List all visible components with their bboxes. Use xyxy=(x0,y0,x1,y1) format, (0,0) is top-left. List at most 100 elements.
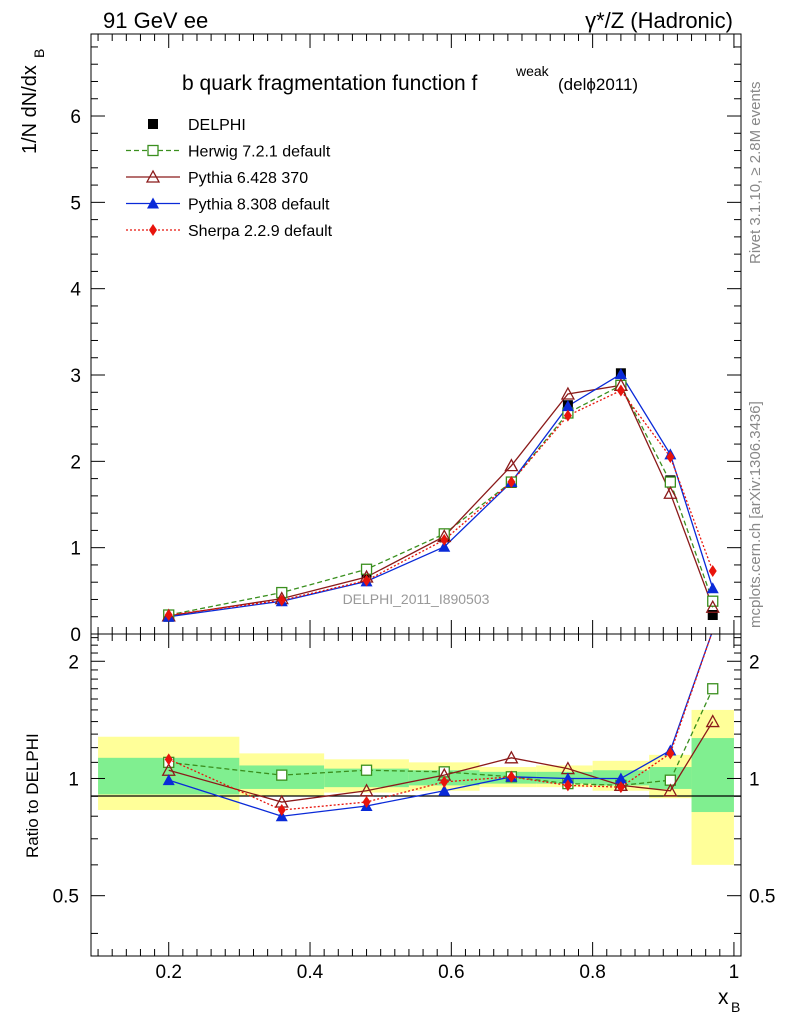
ratio-point-pythia8 xyxy=(438,784,451,796)
point-sherpa xyxy=(708,564,717,577)
ratio-point-herwig xyxy=(707,683,719,695)
point-sherpa xyxy=(277,594,286,607)
point-pythia8 xyxy=(614,368,627,380)
legend-label: Pythia 6.428 370 xyxy=(188,170,308,187)
legend-marker xyxy=(148,119,158,129)
legend-marker xyxy=(149,224,157,236)
legend-label: Herwig 7.2.1 default xyxy=(188,144,331,161)
ratio-tick-label-right: 1 xyxy=(749,769,760,790)
y-tick-label: 1 xyxy=(70,539,81,560)
legend-label: Sherpa 2.2.9 default xyxy=(188,223,333,240)
point-sherpa xyxy=(440,533,449,546)
legend-item-pythia6: Pythia 6.428 370 xyxy=(126,169,308,187)
x-axis-title-subscript: B xyxy=(731,999,740,1015)
ratio-panel-frame xyxy=(90,633,742,957)
point-pythia6 xyxy=(504,458,519,472)
rivet-label: Rivet 3.1.10, ≥ 2.8M events xyxy=(747,82,764,265)
point-herwig xyxy=(664,476,676,488)
point-sherpa xyxy=(164,609,173,622)
point-sherpa xyxy=(563,409,572,422)
x-axis-title-text: x xyxy=(718,986,729,1009)
x-tick-labels: 0.2 0.4 0.6 0.8 1 xyxy=(156,962,740,983)
y-axis-title-top: 1/N dN/dx B xyxy=(19,49,47,154)
ratio-panel: 0.5 0.5 1 1 2 2 xyxy=(53,633,775,957)
ratio-point-sherpa xyxy=(362,796,371,809)
legend-item-delphi: DELPHI xyxy=(148,117,246,134)
point-sherpa xyxy=(362,574,371,587)
y-tick-label: 3 xyxy=(70,366,81,387)
watermark: DELPHI_2011_I890503 xyxy=(343,591,490,607)
y-axis-title-bottom: Ratio to DELPHI xyxy=(23,733,42,858)
mcplots-label: mcplots.cern.ch [arXiv:1306.3436] xyxy=(747,401,764,628)
main-axis-ticks: 0 1 2 3 4 5 6 xyxy=(70,34,741,646)
y-tick-label: 2 xyxy=(70,452,81,473)
ratio-point-sherpa xyxy=(563,779,572,792)
point-delphi xyxy=(707,610,718,621)
ratio-point-sherpa xyxy=(616,781,625,794)
ratio-point-sherpa xyxy=(440,775,449,788)
x-tick-label: 0.2 xyxy=(156,962,182,983)
point-sherpa xyxy=(507,476,516,489)
legend-item-herwig: Herwig 7.2.1 default xyxy=(126,144,331,161)
header-left: 91 GeV ee xyxy=(103,8,208,33)
title-main: b quark fragmentation function f xyxy=(182,72,478,95)
header-right: γ*/Z (Hadronic) xyxy=(585,8,733,33)
legend-marker xyxy=(145,169,161,183)
legend-marker xyxy=(147,144,159,157)
series-line-herwig xyxy=(168,384,714,616)
ratio-tick-label-right: 2 xyxy=(749,652,760,673)
point-herwig xyxy=(360,563,373,575)
ratio-series xyxy=(161,634,720,822)
ratio-point-sherpa xyxy=(666,747,675,760)
y-tick-label: 5 xyxy=(70,193,81,214)
ratio-point-pythia6 xyxy=(504,750,519,764)
ratio-tick-label: 1 xyxy=(68,769,79,790)
title-superscript: weak xyxy=(515,63,550,79)
legend-item-sherpa: Sherpa 2.2.9 default xyxy=(126,223,333,240)
y-tick-label: 6 xyxy=(70,107,81,128)
point-pythia8 xyxy=(561,400,574,412)
ratio-point-sherpa xyxy=(507,770,516,783)
y-axis-title-subscript: B xyxy=(31,49,47,58)
ratio-point-pythia6 xyxy=(359,783,374,797)
legend-label: Pythia 8.308 default xyxy=(188,197,330,214)
ratio-point-pythia8 xyxy=(162,774,175,786)
x-tick-label: 0.4 xyxy=(297,962,324,983)
band-inner-bin xyxy=(691,738,734,813)
ratio-point-pythia8 xyxy=(561,772,574,784)
ratio-series-clipped xyxy=(161,634,720,822)
x-tick-label: 0.6 xyxy=(438,962,464,983)
x-tick-label: 1 xyxy=(729,962,740,983)
ratio-point-pythia8 xyxy=(614,772,627,784)
x-axis-title: x B xyxy=(718,986,740,1015)
band-inner-bin xyxy=(324,768,409,788)
point-pythia6 xyxy=(560,386,575,400)
ratio-point-herwig xyxy=(360,764,373,776)
y-tick-label: 0 xyxy=(70,625,81,646)
point-sherpa xyxy=(666,451,675,464)
ratio-point-sherpa xyxy=(277,803,286,816)
main-panel: DELPHI_2011_I890503 0 1 2 3 4 5 6 xyxy=(70,33,742,646)
point-pythia6 xyxy=(705,599,720,613)
point-pythia8 xyxy=(706,582,719,594)
plot-title: b quark fragmentation function f weak (d… xyxy=(182,63,638,95)
legend-label: DELPHI xyxy=(188,117,246,134)
point-pythia6 xyxy=(663,485,678,499)
y-axis-title-text: 1/N dN/dx xyxy=(19,65,41,154)
point-pythia8 xyxy=(438,540,451,552)
legend: DELPHI Herwig 7.2.1 default Pythia 6.428 3… xyxy=(126,117,333,240)
ratio-tick-label-right: 0.5 xyxy=(749,887,775,908)
legend-marker xyxy=(147,197,159,209)
y-tick-label: 4 xyxy=(70,280,81,301)
series-line-pythia6 xyxy=(168,384,714,617)
ratio-point-herwig xyxy=(276,769,288,781)
ratio-point-sherpa xyxy=(164,753,173,766)
ratio-line-pythia6 xyxy=(168,721,714,803)
x-tick-label: 0.8 xyxy=(579,962,605,983)
ratio-point-pythia6 xyxy=(663,783,678,797)
ratio-point-pythia6 xyxy=(705,714,720,728)
point-sherpa xyxy=(616,384,625,397)
main-series xyxy=(161,368,720,622)
